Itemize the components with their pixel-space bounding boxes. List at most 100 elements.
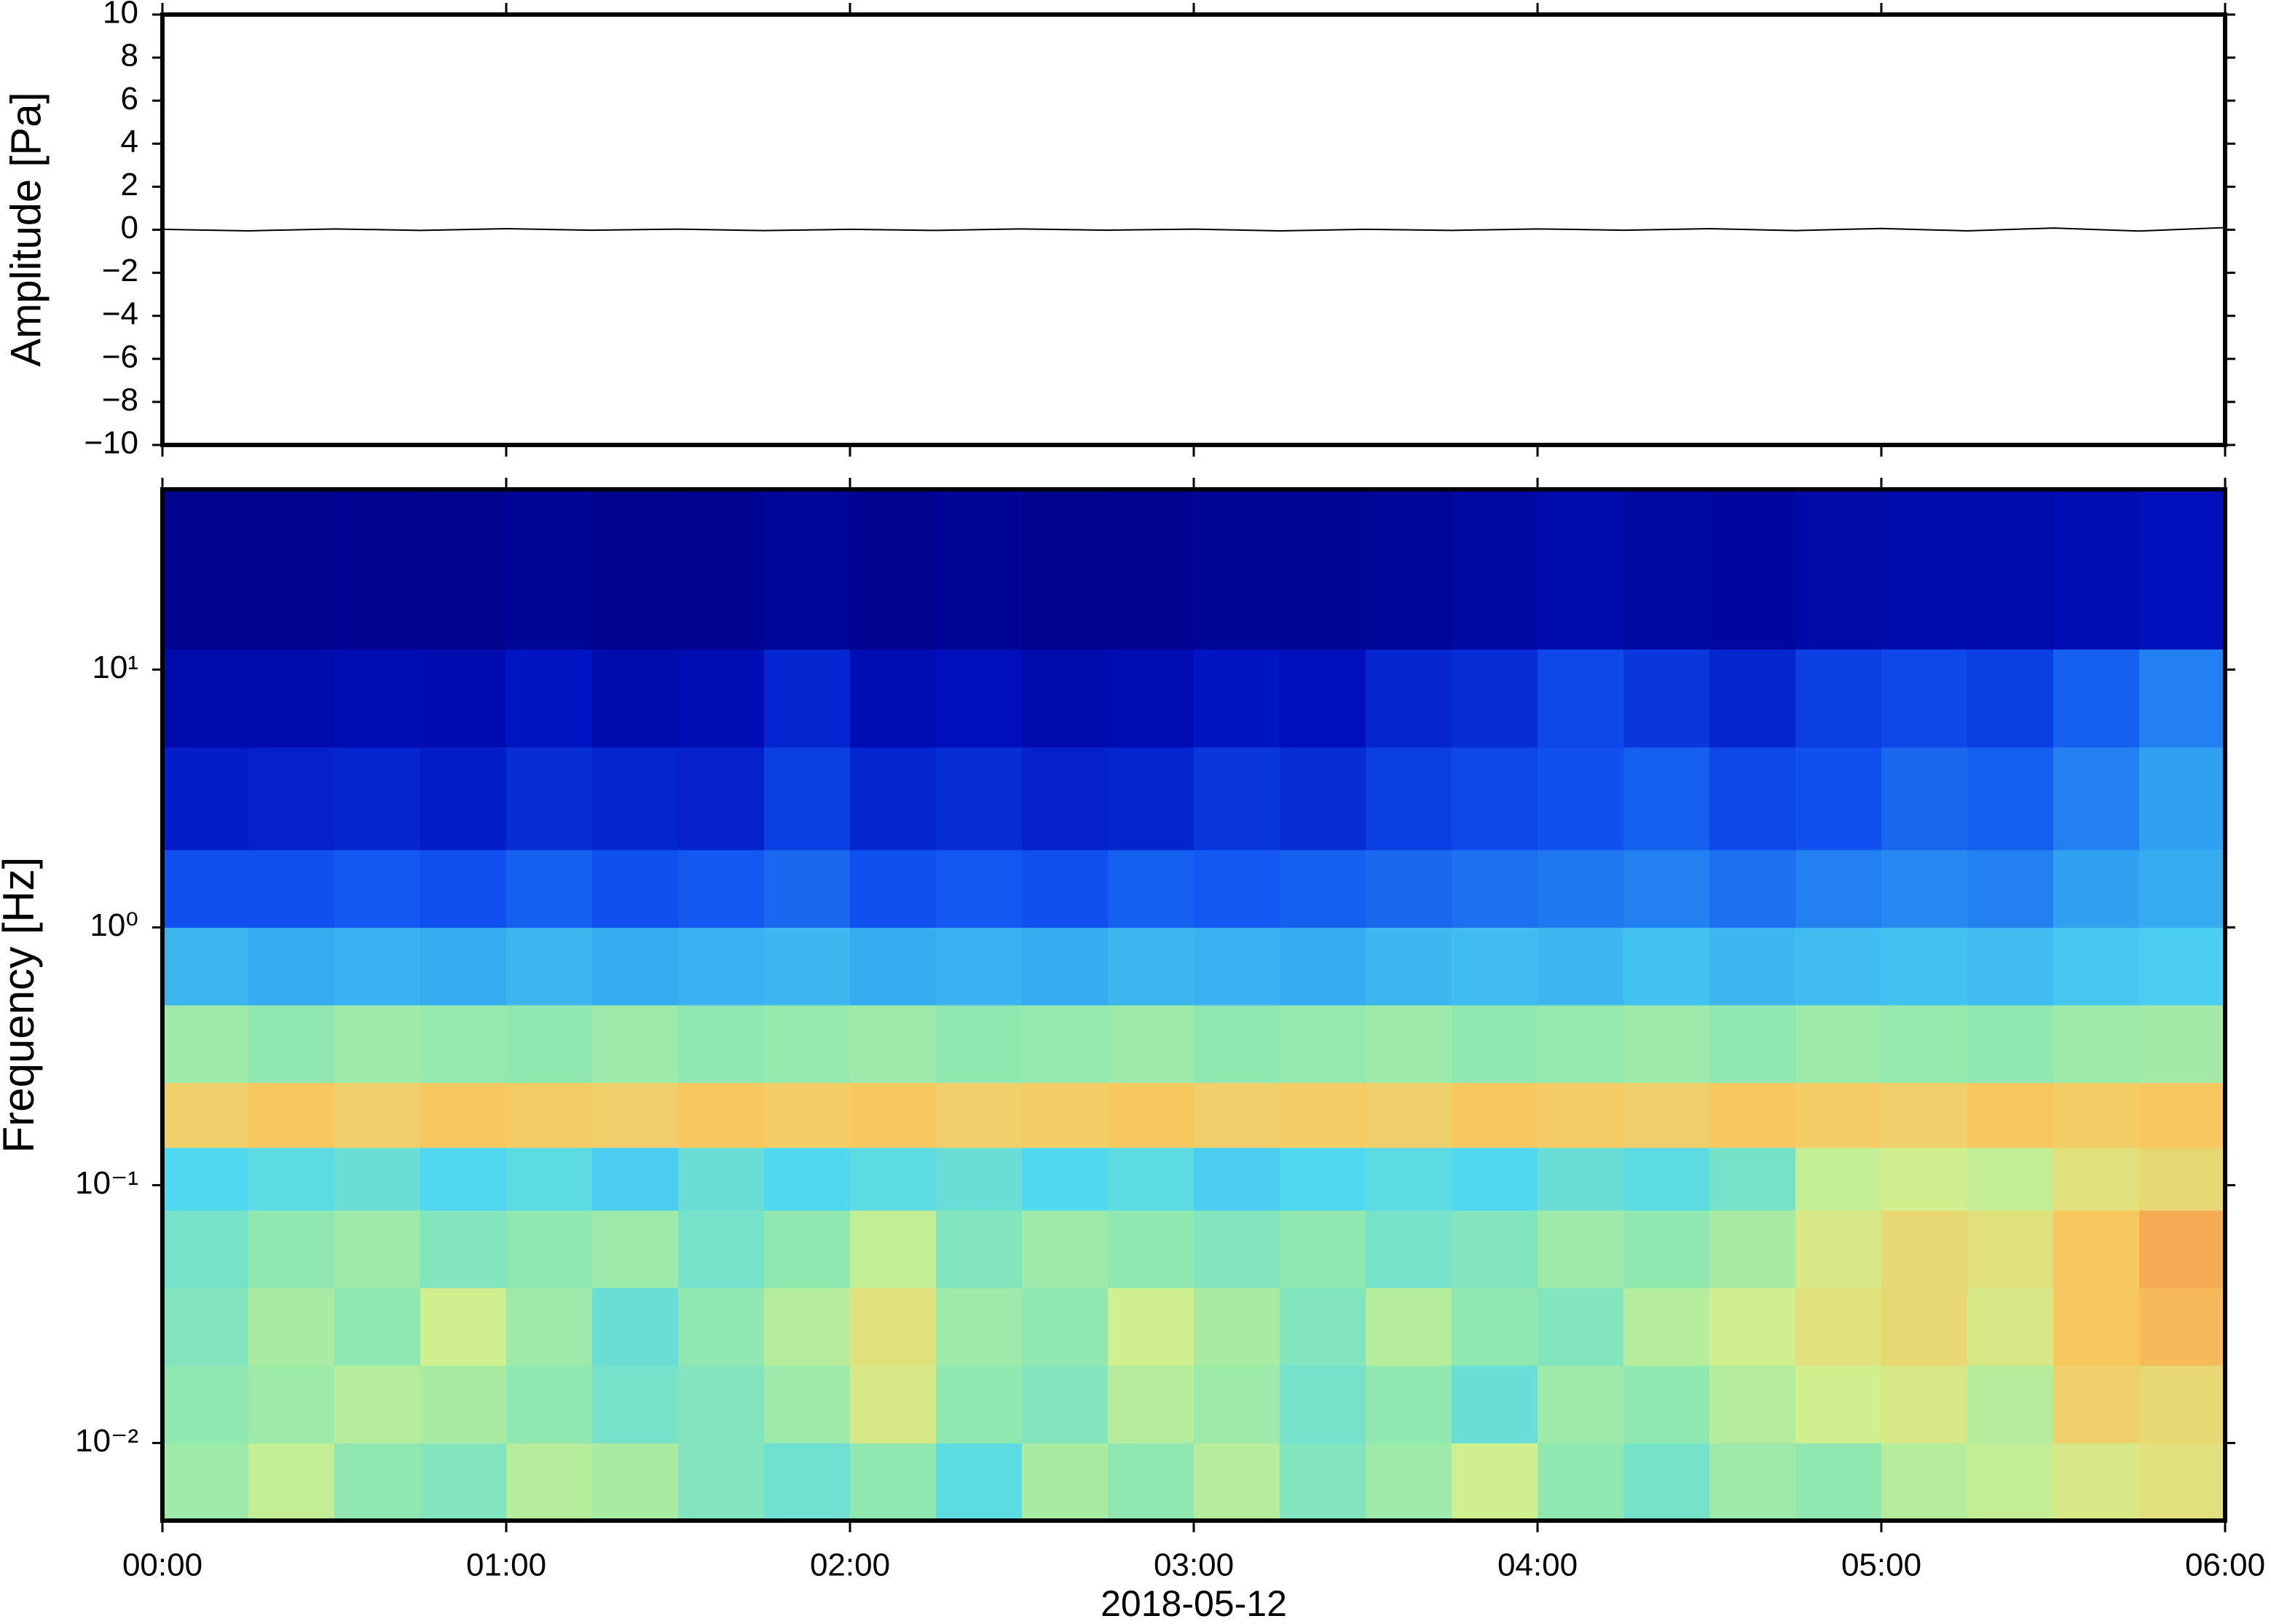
spectrogram-cell	[2139, 649, 2226, 748]
spectrogram-cell	[764, 1288, 851, 1366]
spectrogram-cell	[1881, 1288, 1968, 1366]
spectrogram-cell	[2053, 1210, 2140, 1288]
spectrogram-cell	[1538, 849, 1624, 928]
spectrogram-cell	[334, 1288, 421, 1366]
spectrogram-cell	[1280, 1147, 1366, 1211]
spectrogram-cell	[1194, 849, 1280, 928]
x-tick-label: 02:00	[810, 1548, 890, 1583]
spectrogram-cell	[2139, 1082, 2226, 1148]
spectrogram-cell	[248, 489, 335, 650]
y-tick-label: −10	[84, 425, 138, 461]
spectrogram-cell	[1538, 747, 1624, 851]
spectrogram-cell	[2053, 1288, 2140, 1366]
spectrogram-cell	[1795, 1005, 1882, 1084]
spectrogram-cell	[506, 1082, 593, 1148]
spectrogram-cell	[936, 1365, 1023, 1443]
spectrogram-cell	[248, 747, 335, 851]
spectrogram-cell	[850, 1147, 937, 1211]
spectrogram-cell	[248, 849, 335, 928]
y-tick-label: 10⁻¹	[75, 1165, 138, 1201]
spectrogram-cell	[162, 489, 249, 650]
spectrogram-cell	[1538, 1147, 1624, 1211]
spectrogram-cell	[850, 1288, 937, 1366]
spectrogram-cell	[334, 1005, 421, 1084]
y-tick-label: 10	[103, 0, 138, 31]
spectrogram-cell	[1194, 747, 1280, 851]
spectrogram-cell	[1366, 1443, 1452, 1521]
spectrogram-cell	[2053, 927, 2140, 1006]
spectrogram-cell	[2053, 747, 2140, 851]
spectrogram-cell	[764, 849, 851, 928]
spectrogram-cell	[678, 1005, 765, 1084]
spectrogram-cell	[2053, 849, 2140, 928]
spectrogram-cell	[2139, 927, 2226, 1006]
spectrogram-cell	[1452, 1210, 1538, 1288]
spectrogram-cell	[506, 1147, 593, 1211]
spectrogram-cell	[420, 1005, 507, 1084]
spectrogram-cell	[162, 747, 249, 851]
x-axis-label: 2018-05-12	[1101, 1583, 1287, 1624]
y-tick-label: 0	[121, 210, 138, 245]
plot-frame	[160, 12, 2227, 447]
y-tick-label: 4	[121, 124, 138, 159]
spectrogram-cell	[1795, 1365, 1882, 1443]
spectrogram-cell	[1709, 849, 1796, 928]
y-tick-label: −6	[102, 339, 138, 374]
spectrogram-cell	[678, 1443, 765, 1521]
spectrogram-cell	[420, 1443, 507, 1521]
spectrogram-cell	[2139, 1288, 2226, 1366]
spectrogram-cell	[334, 489, 421, 650]
spectrogram-cell	[1452, 927, 1538, 1006]
spectrogram-cell	[162, 1210, 249, 1288]
y-tick-label: 10¹	[92, 650, 138, 685]
spectrogram-cell	[1194, 649, 1280, 748]
spectrogram-cell	[506, 1443, 593, 1521]
spectrogram-cell	[850, 927, 937, 1006]
spectrogram-cell	[1795, 649, 1882, 748]
spectrogram-cell	[936, 1082, 1023, 1148]
spectrogram-cell	[592, 927, 679, 1006]
spectrogram-cell	[420, 649, 507, 748]
spectrogram-cell	[1709, 1288, 1796, 1366]
spectrogram-cell	[850, 489, 937, 650]
spectrogram-cell	[1967, 1288, 2054, 1366]
spectrogram-cell	[334, 1082, 421, 1148]
spectrogram-cell	[678, 927, 765, 1006]
spectrogram-cell	[162, 1005, 249, 1084]
spectrogram-cell	[1452, 1443, 1538, 1521]
waveform	[162, 226, 2226, 232]
spectrogram-cell	[1280, 849, 1366, 928]
spectrogram-cell	[1881, 1147, 1968, 1211]
spectrogram-cell	[2053, 1147, 2140, 1211]
x-tick-label: 00:00	[122, 1548, 202, 1583]
spectrogram-cell	[1366, 1365, 1452, 1443]
spectrogram-cell	[1881, 489, 1968, 650]
spectrogram-cell	[936, 1210, 1023, 1288]
spectrogram-cell	[1280, 1005, 1366, 1084]
spectrogram-cell	[1967, 1082, 2054, 1148]
spectrogram-cell	[1967, 1443, 2054, 1521]
spectrogram-cell	[420, 1365, 507, 1443]
spectrogram-cell	[334, 1210, 421, 1288]
spectrogram-cell	[334, 1443, 421, 1521]
spectrogram-cell	[420, 927, 507, 1006]
spectrogram-cell	[592, 489, 679, 650]
spectrogram-cell	[1967, 849, 2054, 928]
spectrogram-cell	[1022, 747, 1109, 851]
spectrogram-cell	[936, 1147, 1023, 1211]
spectrogram-cell	[1452, 747, 1538, 851]
spectrogram-cell	[850, 747, 937, 851]
spectrogram-cell	[1108, 1365, 1194, 1443]
spectrogram-cell	[420, 1288, 507, 1366]
spectrogram-cell	[420, 747, 507, 851]
spectrogram-cell	[1881, 1210, 1968, 1288]
spectrogram-cell	[506, 1288, 593, 1366]
spectrogram-cell	[764, 747, 851, 851]
spectrogram-cell	[936, 927, 1023, 1006]
spectrogram-cell	[936, 1288, 1023, 1366]
spectrogram-cell	[1452, 1365, 1538, 1443]
spectrogram-cell	[1795, 927, 1882, 1006]
spectrogram-cell	[2139, 1147, 2226, 1211]
y-tick-label: 10⁻²	[75, 1423, 138, 1459]
spectrogram-cell	[1967, 1210, 2054, 1288]
